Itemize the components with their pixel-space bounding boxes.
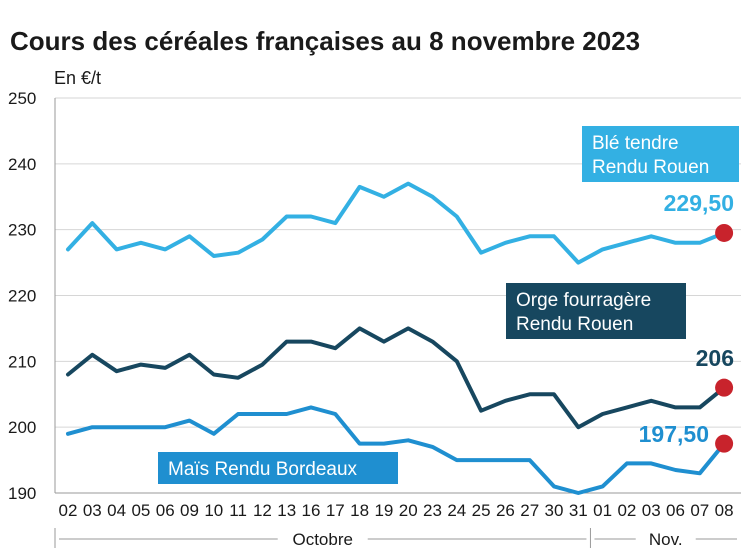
series-line-orge-fourragere [66,326,727,430]
end-value-label-ble-tendre: 229,50 [664,190,734,216]
x-tick-label: 11 [229,501,247,520]
y-tick-label: 250 [8,89,36,108]
x-tick-label: 01 [593,501,612,520]
x-tick-label: 08 [715,501,734,520]
x-tick-label: 30 [545,501,564,520]
x-tick-label: 03 [642,501,661,520]
x-tick-label: 13 [277,501,296,520]
series-label-text: Rendu Rouen [592,157,709,178]
x-tick-label: 04 [107,501,126,520]
end-marker-mais [715,434,734,453]
x-tick-label: 06 [666,501,685,520]
y-axis-ticks: 190 200 210 220 230 240 250 [8,89,36,503]
x-tick-label: 20 [399,501,418,520]
x-tick-label: 10 [204,501,223,520]
series-line-ble-tendre [66,181,727,265]
end-marker-ble-tendre [715,223,734,242]
series-label-text: Maïs Rendu Bordeaux [168,459,358,480]
y-axis-unit: En €/t [54,68,101,88]
x-tick-label: 12 [253,501,272,520]
y-tick-label: 210 [8,352,36,371]
x-tick-label: 25 [472,501,491,520]
x-tick-label: 05 [131,501,150,520]
x-tick-label: 02 [617,501,636,520]
y-tick-label: 230 [8,221,36,240]
series-label-text: Blé tendre [592,133,679,154]
month-label: Nov. [649,530,683,549]
chart-title: Cours des céréales françaises au 8 novem… [10,26,640,56]
end-value-label-orge-fourragere: 206 [696,345,734,371]
month-label: Octobre [292,530,352,549]
x-tick-label: 31 [569,501,588,520]
series-lines [66,181,734,495]
x-tick-label: 23 [423,501,442,520]
x-tick-label: 18 [350,501,369,520]
series-label-text: Rendu Rouen [516,314,633,335]
y-tick-label: 190 [8,484,36,503]
y-tick-label: 220 [8,287,36,306]
x-tick-label: 02 [59,501,78,520]
x-tick-label: 26 [496,501,515,520]
end-marker-orge-fourragere [715,378,734,397]
x-tick-label: 16 [302,501,321,520]
x-tick-label: 19 [374,501,393,520]
x-tick-label: 06 [156,501,175,520]
end-value-label-mais: 197,50 [639,421,709,447]
series-label-box-orge-fourragere [506,283,686,339]
x-tick-label: 03 [83,501,102,520]
x-tick-label: 07 [690,501,709,520]
x-tick-label: 24 [447,501,466,520]
x-tick-label: 27 [520,501,539,520]
y-tick-label: 240 [8,155,36,174]
x-tick-label: 17 [326,501,345,520]
series-labels: Blé tendre Rendu Rouen 229,50 Orge fourragè… [158,126,739,484]
series-label-box-mais [158,452,398,484]
series-label-box-ble-tendre [582,126,739,182]
series-label-text: Orge fourragère [516,290,651,311]
series-line-mais [66,405,727,495]
y-tick-label: 200 [8,418,36,437]
x-tick-label: 09 [180,501,199,520]
x-axis: 02 03 04 05 06 09 10 11 12 13 16 17 18 19 20 23 24 25 26 27… [54,501,737,549]
